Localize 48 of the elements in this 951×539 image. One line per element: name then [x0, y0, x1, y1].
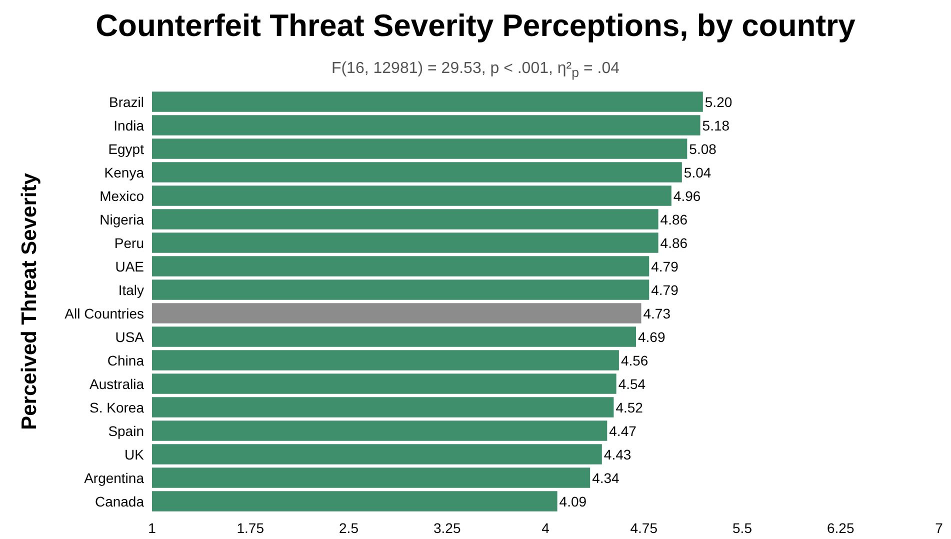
data-label: 4.34	[592, 470, 620, 486]
data-label: 4.86	[660, 211, 688, 228]
data-label: 4.43	[604, 446, 632, 462]
y-tick-label: Peru	[114, 234, 144, 251]
data-label: 4.69	[638, 328, 666, 345]
y-tick-label: Argentina	[84, 470, 144, 486]
y-tick-label: UAE	[115, 258, 144, 274]
y-tick-label: China	[107, 352, 144, 368]
data-label: 4.86	[660, 234, 688, 251]
data-label: 4.79	[651, 258, 679, 274]
x-tick-label: 3.25	[434, 520, 461, 536]
y-tick-label: Canada	[94, 493, 144, 510]
y-tick-label: Kenya	[104, 164, 144, 180]
data-label: 4.56	[620, 352, 648, 368]
data-label: 4.79	[651, 282, 679, 298]
x-tick-label: 5.5	[732, 520, 752, 536]
chart-title: Counterfeit Threat Severity Perceptions, by country	[94, 8, 856, 44]
x-tick-label: 7	[935, 520, 944, 536]
data-label: 5.18	[702, 117, 730, 134]
data-label: 4.09	[559, 493, 587, 510]
data-label: 5.08	[689, 140, 717, 157]
y-tick-label: Mexico	[100, 188, 144, 204]
data-label: 4.96	[673, 188, 701, 204]
y-tick-label: Brazil	[108, 94, 144, 110]
y-tick-label: S. Korea	[90, 399, 144, 416]
x-tick-label: 1.75	[236, 520, 264, 536]
y-tick-label: Egypt	[108, 140, 144, 157]
y-tick-label: UK	[124, 446, 145, 462]
y-tick-label: India	[114, 117, 144, 134]
y-tick-label: Nigeria	[100, 211, 144, 228]
y-tick-label: All Countries	[64, 305, 144, 322]
data-label: 5.04	[684, 164, 712, 180]
data-label: 4.52	[616, 399, 644, 416]
x-tick-label: 6.25	[827, 520, 854, 536]
data-label: 4.54	[618, 376, 646, 392]
x-tick-label: 4	[542, 520, 550, 536]
x-tick-label: 2.5	[339, 520, 359, 536]
y-tick-label: Australia	[90, 376, 144, 392]
y-tick-label: Italy	[118, 282, 144, 298]
data-label: 4.47	[609, 422, 637, 439]
y-axis-title: Perceived Threat Severity	[18, 172, 41, 430]
x-tick-label: 4.75	[630, 520, 658, 536]
chart-subtitle: F(16, 12981) = 29.53, p < .001, η²$_{p}$ = .04	[330, 60, 621, 80]
y-tick-label: USA	[115, 328, 145, 345]
y-tick-label: Spain	[108, 422, 144, 439]
x-tick-label: 1	[148, 520, 156, 536]
data-label: 5.20	[704, 94, 732, 110]
data-label: 4.73	[643, 305, 671, 322]
